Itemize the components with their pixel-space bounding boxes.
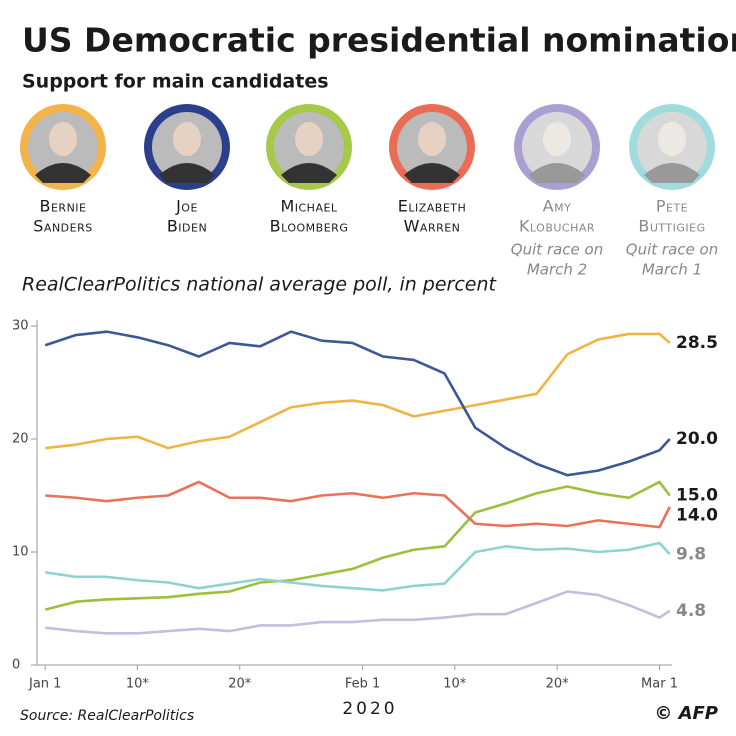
x-tick-label: 10*	[126, 677, 150, 692]
portrait-body	[404, 163, 460, 183]
x-axis-label: 2020	[342, 699, 397, 719]
chart-subtitle: RealClearPolitics national average poll,…	[22, 274, 498, 296]
y-tick-label: 30	[12, 319, 29, 334]
candidate-note: March 2	[527, 261, 587, 279]
candidate-first-name: Amy	[543, 197, 572, 216]
x-tick-label: Feb 1	[345, 677, 380, 692]
portrait-body	[529, 163, 585, 183]
candidate-note: Quit race on	[511, 241, 603, 259]
x-tick-label: Jan 1	[28, 677, 61, 692]
candidate-last-name: Sanders	[33, 217, 92, 236]
credit: © AFP	[654, 703, 718, 724]
candidate-note: March 1	[642, 261, 702, 279]
portrait-body	[35, 163, 91, 183]
candidate-last-name: Buttigieg	[638, 217, 705, 236]
portrait-body	[159, 163, 215, 183]
candidate-last-name: Klobuchar	[519, 217, 595, 236]
end-value-label: 14.0	[676, 506, 718, 526]
candidate-last-name: Bloomberg	[270, 217, 349, 236]
x-tick-label: Mar 1	[641, 677, 678, 692]
series-line	[45, 480, 671, 529]
end-value-label: 15.0	[676, 486, 718, 506]
portrait-head	[543, 122, 571, 156]
portrait-head	[295, 122, 323, 156]
source: Source: RealClearPolitics	[20, 708, 194, 724]
end-value-label: 20.0	[676, 429, 718, 449]
x-tick-label: 20*	[228, 677, 252, 692]
x-tick-label: 10*	[443, 677, 467, 692]
series-line	[44, 330, 671, 477]
candidate-note: Quit race on	[626, 241, 718, 259]
y-tick-label: 10	[12, 545, 29, 560]
series-line	[44, 480, 671, 611]
candidate-first-name: Michael	[280, 197, 337, 216]
portrait-head	[658, 122, 686, 156]
candidate-first-name: Elizabeth	[398, 197, 467, 216]
portrait-body	[644, 163, 700, 183]
end-value-label: 4.8	[676, 601, 706, 621]
y-tick-label: 20	[12, 432, 29, 447]
title: US Democratic presidential nomination	[22, 21, 736, 60]
portrait-head	[49, 122, 77, 156]
candidate-last-name: Warren	[404, 217, 461, 236]
end-value-label: 9.8	[676, 544, 706, 564]
x-tick-label: 20*	[546, 677, 570, 692]
end-value-label: 28.5	[676, 333, 718, 353]
series-line	[45, 541, 671, 592]
subtitle: Support for main candidates	[22, 71, 329, 93]
candidate-first-name: Joe	[175, 197, 198, 216]
portrait-body	[281, 163, 337, 183]
candidate-first-name: Bernie	[40, 197, 87, 216]
portrait-head	[418, 122, 446, 156]
series-line	[45, 590, 671, 635]
y-tick-label: 0	[12, 658, 20, 673]
candidate-first-name: Pete	[656, 197, 688, 216]
candidate-last-name: Biden	[167, 217, 207, 236]
portrait-head	[173, 122, 201, 156]
series-line	[45, 332, 671, 450]
